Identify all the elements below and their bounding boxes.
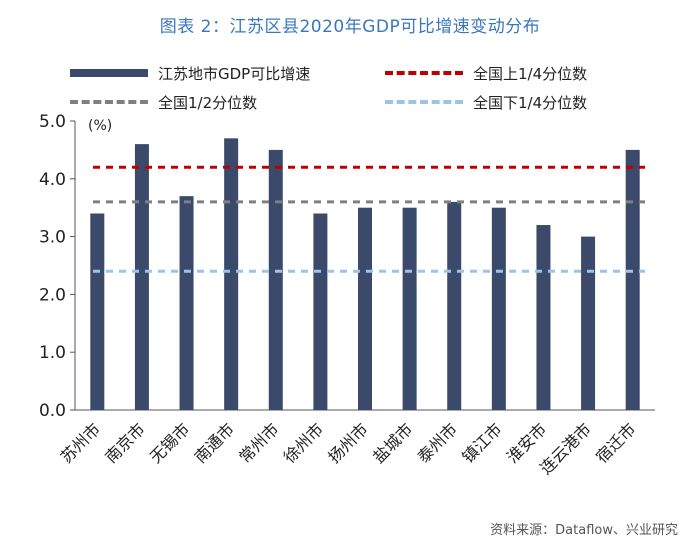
- y-unit-label: (%): [88, 118, 112, 134]
- legend-label-median: 全国1/2分位数: [158, 93, 258, 112]
- legend: 江苏地市GDP可比增速 全国上1/4分位数 全国1/2分位数 全国下1/4分位数: [70, 60, 670, 120]
- bars: [90, 138, 640, 410]
- legend-swatch-q1: [385, 100, 463, 104]
- bar: [536, 225, 551, 410]
- x-tick-label: 苏州市: [57, 419, 104, 466]
- bar: [581, 236, 596, 410]
- y-tick-label: 0.0: [39, 401, 66, 421]
- legend-swatch-q3: [385, 71, 463, 75]
- legend-item-median: 全国1/2分位数: [70, 89, 257, 115]
- source-note: 资料来源：Dataflow、兴业研究: [490, 523, 678, 538]
- x-tick-label: 无锡市: [146, 419, 193, 466]
- bar: [491, 207, 506, 410]
- y-tick-label: 5.0: [39, 112, 66, 132]
- bar: [447, 201, 462, 410]
- bar: [90, 213, 105, 410]
- x-tick-label: 泰州市: [414, 419, 461, 466]
- bar: [134, 144, 149, 410]
- bar: [358, 207, 372, 410]
- x-tick-label: 宿迁市: [592, 419, 639, 466]
- bar: [179, 196, 194, 410]
- x-tick-label: 镇江市: [458, 419, 505, 466]
- legend-label-q3: 全国上1/4分位数: [473, 64, 588, 83]
- y-tick-label: 2.0: [39, 285, 66, 305]
- legend-item-q3: 全国上1/4分位数: [385, 60, 587, 86]
- x-tick-label: 常州市: [235, 419, 282, 466]
- bar: [224, 138, 239, 410]
- bar: [625, 149, 640, 410]
- legend-swatch-median: [70, 100, 148, 104]
- reference-lines: [93, 165, 645, 273]
- legend-swatch-bars: [70, 69, 148, 77]
- x-tick-label: 扬州市: [324, 419, 371, 466]
- chart-title: 图表 2：江苏区县2020年GDP可比增速变动分布: [159, 17, 541, 37]
- y-axis: 0.0 1.0 2.0 3.0 4.0 5.0: [39, 112, 655, 421]
- legend-label-q1: 全国下1/4分位数: [473, 93, 588, 112]
- x-tick-label: 南京市: [101, 419, 148, 466]
- y-tick-label: 4.0: [39, 170, 66, 190]
- x-tick-label: 盐城市: [369, 419, 416, 466]
- x-tick-label: 徐州市: [280, 419, 327, 466]
- y-tick-label: 1.0: [39, 343, 66, 363]
- legend-item-q1: 全国下1/4分位数: [385, 89, 587, 115]
- bar: [313, 213, 328, 410]
- x-tick-label: 南通市: [191, 419, 238, 466]
- bar: [402, 207, 417, 410]
- bar: [268, 149, 283, 410]
- legend-label-bars: 江苏地市GDP可比增速: [158, 64, 311, 83]
- y-tick-label: 3.0: [39, 228, 66, 248]
- legend-item-bars: 江苏地市GDP可比增速: [70, 60, 310, 86]
